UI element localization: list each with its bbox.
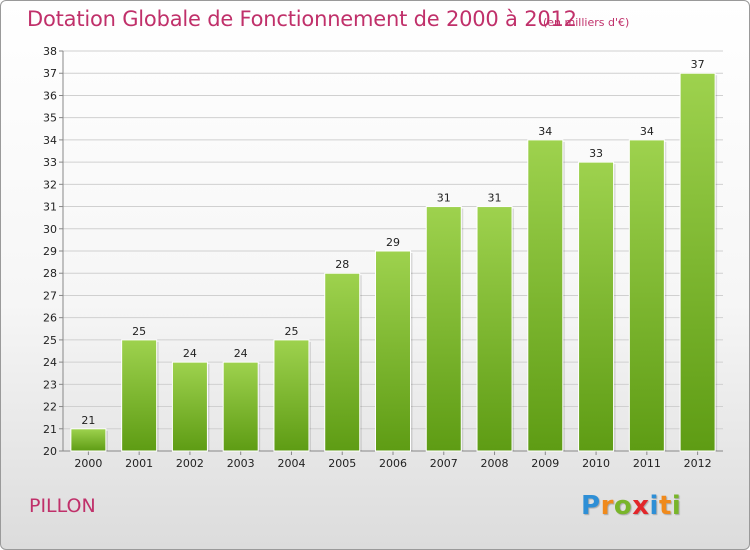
bar: [70, 428, 107, 452]
data-label: 31: [488, 192, 502, 205]
bar: [578, 161, 615, 452]
data-label: 24: [183, 347, 197, 360]
x-tick-label: 2011: [633, 457, 661, 470]
commune-name: PILLON: [29, 495, 96, 517]
y-tick-label: 28: [43, 267, 57, 280]
logo-letter: x: [632, 491, 650, 521]
y-tick-label: 26: [43, 312, 57, 325]
x-tick-label: 2007: [430, 457, 458, 470]
data-label: 33: [589, 147, 603, 160]
data-label: 25: [132, 325, 146, 338]
y-tick-label: 34: [43, 134, 57, 147]
x-tick-label: 2001: [125, 457, 153, 470]
logo-letter: o: [613, 491, 633, 521]
bar: [425, 206, 462, 452]
x-tick-label: 2004: [277, 457, 305, 470]
bar: [476, 206, 513, 452]
x-tick-label: 2010: [582, 457, 610, 470]
bar: [375, 250, 411, 452]
logo-letter: i: [671, 491, 682, 521]
y-tick-label: 32: [43, 178, 57, 191]
y-tick-label: 36: [43, 89, 57, 102]
data-label: 28: [335, 258, 349, 271]
y-tick-label: 38: [43, 45, 57, 58]
data-label: 34: [640, 125, 654, 138]
bars: [70, 72, 718, 452]
bar: [527, 139, 564, 452]
x-tick-label: 2006: [379, 457, 407, 470]
y-tick-label: 33: [43, 156, 57, 169]
data-label: 29: [386, 236, 400, 249]
data-label: 34: [538, 125, 552, 138]
x-tick-label: 2000: [74, 457, 102, 470]
y-tick-label: 30: [43, 223, 57, 236]
y-tick-label: 22: [43, 401, 57, 414]
x-tick-label: 2003: [227, 457, 255, 470]
proxiti-logo: Proxiti: [581, 491, 681, 521]
y-tick-label: 20: [43, 445, 57, 458]
logo-letter: P: [581, 491, 601, 521]
bar: [171, 361, 208, 452]
bar: [273, 339, 310, 452]
data-label: 24: [234, 347, 248, 360]
bar: [679, 72, 716, 452]
y-tick-label: 25: [43, 334, 57, 347]
logo-letter: r: [600, 491, 614, 521]
data-label: 31: [437, 192, 451, 205]
x-tick-label: 2005: [328, 457, 356, 470]
y-tick-label: 37: [43, 67, 57, 80]
data-label: 25: [284, 325, 298, 338]
y-tick-label: 27: [43, 289, 57, 302]
x-tick-label: 2008: [481, 457, 509, 470]
x-tick-label: 2002: [176, 457, 204, 470]
bar: [324, 272, 361, 452]
logo-letter: i: [649, 491, 659, 521]
y-tick-label: 31: [43, 201, 57, 214]
bar: [222, 361, 259, 452]
logo-letter: t: [658, 491, 672, 521]
x-tick-label: 2009: [531, 457, 559, 470]
axes: 20 21 22 23 24 25 26 27 28 29 30 31 32 33 34 35 36 37 38 20…: [43, 45, 723, 470]
y-tick-label: 35: [43, 112, 57, 125]
data-label: 37: [691, 58, 705, 71]
page-title: Dotation Globale de Fonctionnement de 20…: [27, 7, 577, 31]
data-label: 21: [81, 414, 95, 427]
y-tick-label: 29: [43, 245, 57, 258]
unit-label: (en milliers d'€): [543, 16, 630, 29]
bar: [628, 139, 665, 452]
y-tick-label: 21: [43, 423, 57, 436]
data-labels: 21 25 24 24 25 28 29 31 31 34 33 34 37: [81, 58, 704, 427]
bar: [121, 339, 158, 452]
x-tick-label: 2012: [684, 457, 712, 470]
y-tick-label: 24: [43, 356, 57, 369]
y-tick-label: 23: [43, 378, 57, 391]
